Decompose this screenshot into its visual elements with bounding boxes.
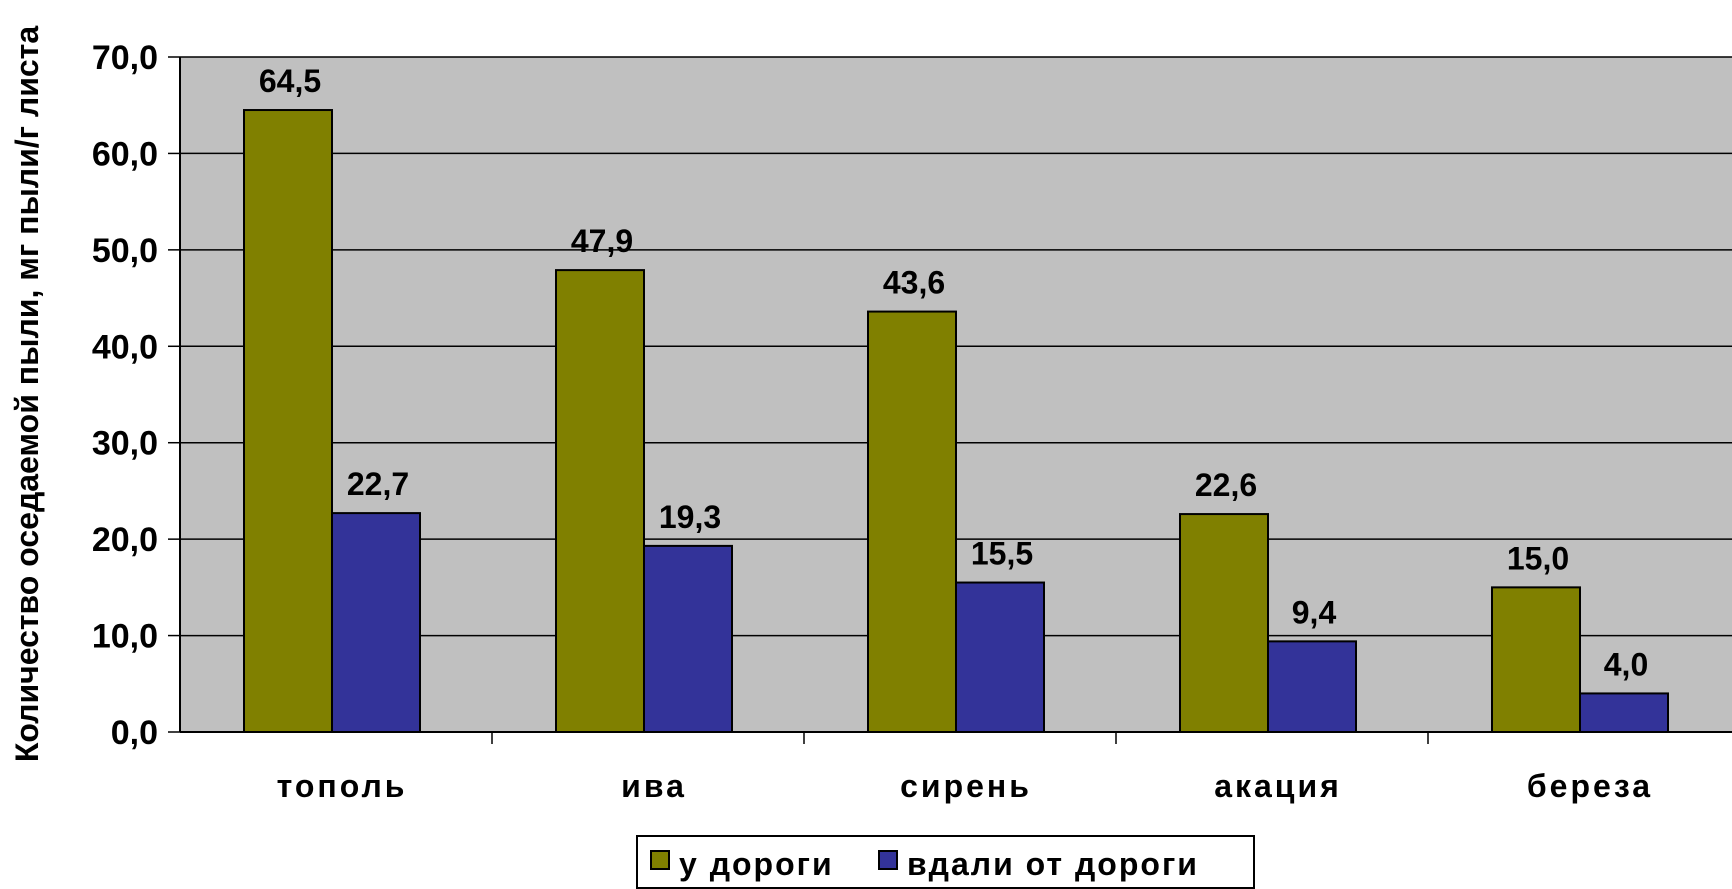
data-labels: тополь 64,5 22,7 ива 47,9 19,3 сирень 43,6 15,5 а… — [259, 63, 1653, 804]
axes: 0,0 10,0 20,0 30,0 40,0 50,0 60,0 70,0 — [92, 39, 1732, 752]
bar-far — [331, 512, 421, 733]
bar-far — [1579, 692, 1669, 734]
y-tick-label: 0,0 — [111, 714, 158, 752]
legend: у дороги вдали от дороги — [636, 835, 1255, 889]
bar-road — [555, 269, 645, 733]
y-tick-label: 30,0 — [92, 425, 158, 463]
x-tick-label: сирень — [900, 768, 1032, 804]
x-tick-label: ива — [621, 768, 687, 804]
bar-road — [243, 109, 333, 734]
legend-box — [636, 835, 1255, 889]
bar-far — [955, 581, 1045, 733]
bar-far — [643, 544, 733, 734]
bar-far — [1267, 640, 1357, 733]
legend-label-far: вдали от дороги — [907, 846, 1199, 882]
data-label: 22,6 — [1195, 467, 1257, 503]
data-label: 9,4 — [1292, 594, 1337, 630]
data-label: 64,5 — [259, 63, 321, 99]
y-tick-label: 70,0 — [92, 39, 158, 77]
data-label: 15,0 — [1507, 540, 1569, 576]
y-tick-label: 20,0 — [92, 521, 158, 559]
data-label: 15,5 — [971, 536, 1033, 572]
data-label: 4,0 — [1604, 646, 1648, 682]
legend-swatch-road — [650, 850, 670, 870]
y-tick-label: 40,0 — [92, 328, 158, 366]
data-label: 47,9 — [571, 223, 633, 259]
data-label: 22,7 — [347, 466, 409, 502]
y-axis-title: Количество оседаемой пыли, мг пыли/г лис… — [9, 26, 45, 763]
y-tick-label: 50,0 — [92, 232, 158, 270]
bar-road — [1491, 586, 1581, 733]
x-tick-label: тополь — [277, 768, 408, 804]
legend-label-road: у дороги — [679, 846, 834, 882]
bar-road — [1179, 513, 1269, 733]
data-label: 19,3 — [659, 499, 721, 535]
x-tick-label: акация — [1214, 768, 1342, 804]
y-tick-label: 10,0 — [92, 618, 158, 656]
bar-road — [867, 310, 957, 733]
x-tick-label: береза — [1527, 768, 1653, 804]
data-label: 43,6 — [883, 265, 945, 301]
legend-swatch-far — [878, 850, 898, 870]
y-tick-label: 60,0 — [92, 135, 158, 173]
